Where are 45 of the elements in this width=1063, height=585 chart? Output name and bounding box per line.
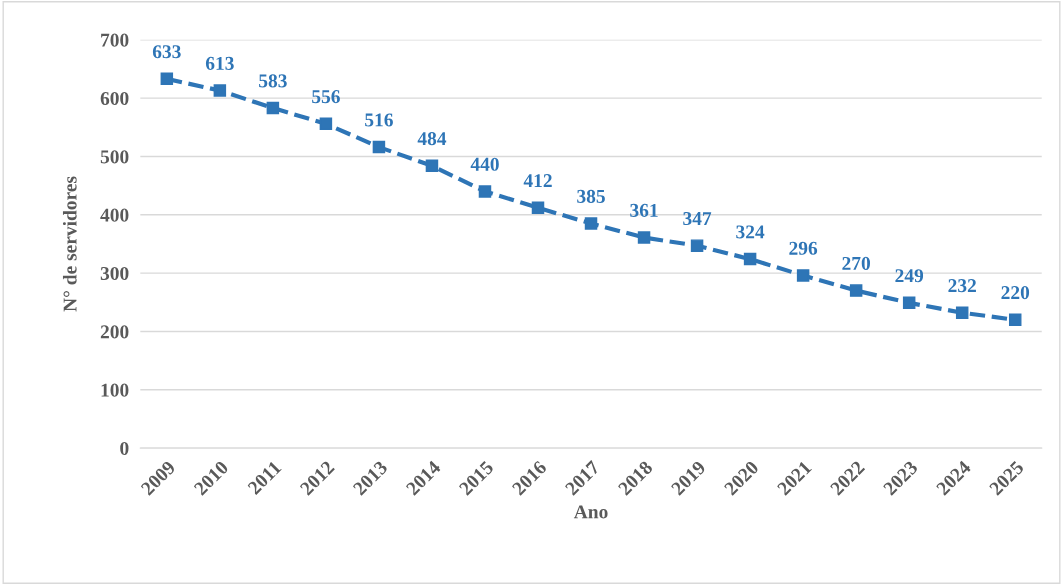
point	[160, 72, 174, 86]
data-label: 347	[683, 212, 712, 226]
data-label: 385	[577, 189, 605, 203]
data-label: 556	[312, 90, 340, 104]
x-axis-title: Ano	[573, 505, 608, 519]
data-label: 220	[1001, 286, 1030, 300]
data-label: 270	[842, 256, 870, 270]
point	[531, 201, 545, 215]
data-label: 232	[948, 279, 976, 293]
data-label: 361	[630, 203, 658, 217]
y-tick-label: 700	[101, 33, 129, 47]
y-tick-label: 0	[120, 441, 129, 456]
data-label: 412	[523, 174, 552, 187]
y-tick-label: 500	[100, 150, 129, 164]
y-tick-label: 600	[100, 91, 129, 106]
point	[213, 84, 227, 97]
point	[849, 284, 863, 297]
data-label: 440	[470, 157, 499, 171]
point	[478, 185, 492, 198]
point	[637, 231, 651, 244]
point	[743, 252, 757, 266]
y-tick-label: 300	[100, 266, 129, 281]
data-label: 324	[736, 225, 765, 239]
data-label: 633	[152, 45, 181, 59]
data-label: 249	[895, 269, 924, 283]
y-axis-title: N° de servidores	[62, 176, 77, 312]
data-label: 583	[259, 74, 287, 88]
point	[902, 296, 916, 310]
point	[425, 159, 439, 173]
x-tick-label: 2011	[247, 460, 282, 496]
y-tick-label: 100	[101, 383, 129, 397]
data-label: 516	[365, 113, 393, 127]
data-label: 484	[417, 132, 447, 146]
data-label: 613	[205, 56, 234, 70]
y-tick-label: 400	[100, 208, 129, 222]
point	[1008, 313, 1022, 327]
point	[690, 239, 704, 252]
point	[319, 117, 333, 131]
point	[584, 217, 598, 230]
data-label: 296	[789, 241, 818, 255]
point	[955, 306, 969, 320]
point	[372, 140, 386, 154]
y-tick-label: 200	[100, 325, 129, 339]
point	[266, 101, 280, 115]
point	[796, 269, 810, 282]
